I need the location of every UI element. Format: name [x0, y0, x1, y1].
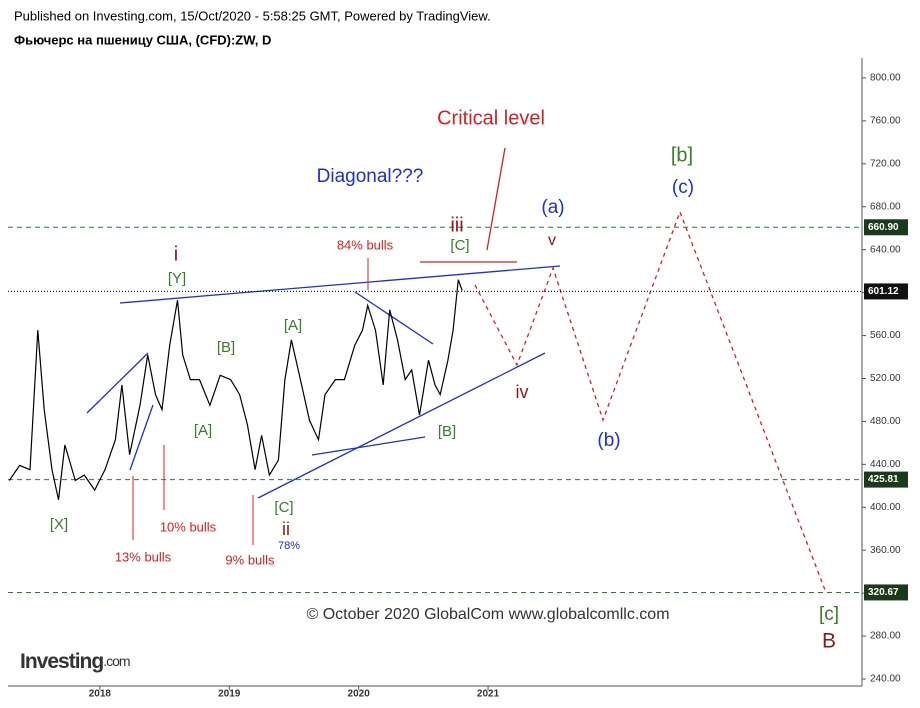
y-tick-label: 520.00	[870, 373, 901, 384]
level-label: 320.67	[868, 587, 899, 598]
published: Published on Investing.com, 15/Oct/2020 …	[14, 8, 491, 23]
level-box	[864, 219, 908, 236]
wave-label: [c]	[819, 604, 839, 625]
watermark: © October 2020 GlobalCom www.globalcomll…	[306, 606, 669, 623]
level-label: 660.90	[868, 222, 899, 233]
y-tick-label: 240.00	[870, 674, 901, 685]
y-tick-label: 640.00	[870, 244, 901, 255]
wave-label: Critical level	[437, 107, 545, 129]
wave-label: v	[548, 232, 556, 249]
x-tick-label: 2021	[477, 689, 500, 700]
wave-label: i	[174, 243, 178, 265]
wave-label: [C]	[274, 499, 293, 516]
y-tick-label: 800.00	[870, 73, 901, 84]
drawings	[86, 147, 826, 591]
y-tick-label: 720.00	[870, 158, 901, 169]
y-tick-label: 280.00	[870, 631, 901, 642]
y-tick-label: 480.00	[870, 416, 901, 427]
x-tick-label: 2019	[218, 689, 241, 700]
x-tick-label: 2020	[348, 689, 371, 700]
wave-label: [B]	[438, 423, 456, 440]
wave-label: [b]	[671, 144, 693, 166]
level-box	[864, 283, 908, 300]
wave-label: (b)	[597, 430, 620, 451]
wave-label: [X]	[50, 516, 68, 533]
wave-label: [Y]	[168, 270, 186, 287]
wave-label: (a)	[541, 197, 564, 218]
level-label: 601.12	[868, 286, 899, 297]
y-tick-label: 680.00	[870, 201, 901, 212]
wave-label: Diagonal???	[317, 166, 424, 187]
y-tick-label: 560.00	[870, 330, 901, 341]
symbol: Фьючерс на пшеницу США, (CFD):ZW, D	[14, 32, 271, 47]
y-tick-label: 400.00	[870, 502, 901, 513]
wave-label: B	[822, 630, 836, 653]
wave-label: 78%	[278, 540, 300, 552]
logo-suffix: .com	[103, 653, 130, 669]
level-label: 425.81	[868, 474, 899, 485]
wave-label: ii	[282, 519, 290, 539]
level-box	[864, 471, 908, 488]
wave-label: [C]	[450, 237, 469, 254]
wave-label: 10% bulls	[160, 519, 217, 534]
price-line	[8, 279, 463, 500]
wave-label: 13% bulls	[115, 549, 172, 564]
logo: Investing.com	[20, 650, 130, 673]
wave-label: [B]	[217, 339, 235, 356]
wave-label: iv	[516, 382, 529, 402]
wave-label: [A]	[194, 422, 212, 439]
wave-label: (c)	[672, 177, 694, 198]
level-box	[864, 584, 908, 601]
wave-label: 9% bulls	[225, 552, 275, 567]
y-tick-label: 440.00	[870, 459, 901, 470]
x-tick-label: 2018	[89, 689, 112, 700]
wave-label: 84% bulls	[337, 237, 394, 252]
wave-label: iii	[450, 214, 463, 236]
y-tick-label: 760.00	[870, 116, 901, 127]
y-tick-label: 360.00	[870, 545, 901, 556]
wave-label: [A]	[284, 317, 302, 334]
logo-brand: Investing	[20, 650, 103, 673]
